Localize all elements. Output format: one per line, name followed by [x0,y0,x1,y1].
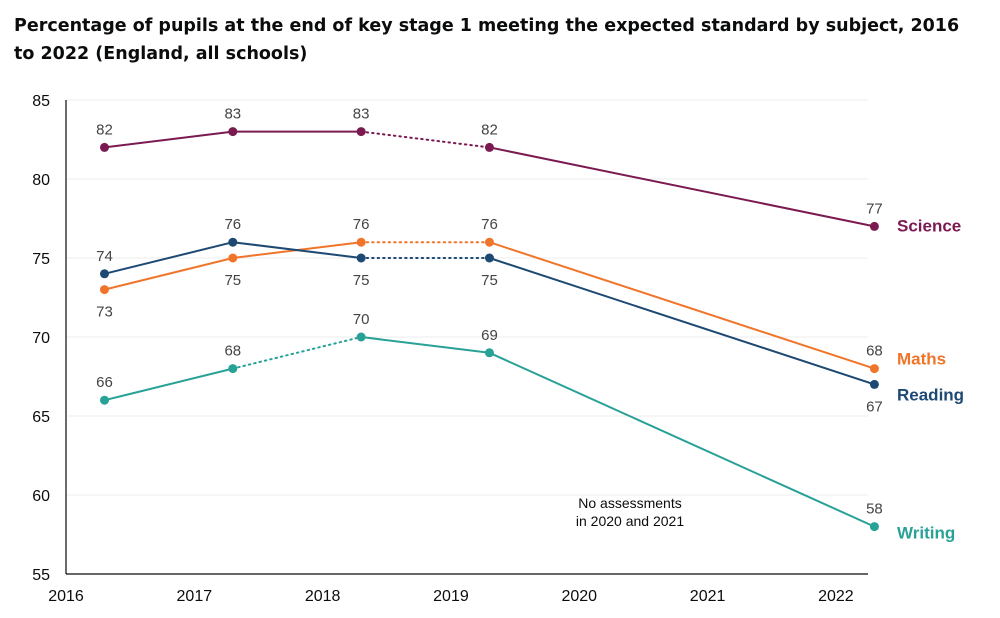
data-point-science [869,221,879,231]
annotation: No assessments in 2020 and 2021 [576,495,684,529]
gridlines [66,99,868,496]
line-segment-maths [488,241,876,370]
data-label-science: 83 [353,106,370,123]
data-label-science: 83 [224,106,241,123]
series-lines [103,130,876,528]
data-label-writing: 70 [353,311,370,328]
line-segment-maths [103,257,234,291]
line-segment-reading [231,241,363,259]
x-tick-label-2017: 2017 [177,588,213,605]
data-point-science [99,142,109,152]
data-label-maths: 75 [224,272,241,289]
data-point-maths [869,364,879,374]
line-segment-science-dotted [360,130,491,149]
legend: Science Maths Reading Writing [897,216,964,542]
x-axis-ticks: 2016 2017 2018 2019 2020 2021 2022 [48,588,854,605]
data-label-maths: 76 [481,216,498,233]
data-label-maths: 76 [353,216,370,233]
data-points [99,127,879,532]
data-point-writing [228,364,238,374]
data-point-reading [869,379,879,389]
chart-title: Percentage of pupils at the end of key s… [14,16,960,64]
y-tick-label-55: 55 [32,567,50,584]
y-tick-label-85: 85 [32,93,50,110]
data-point-maths [228,253,238,263]
data-label-maths: 73 [96,304,113,321]
data-label-maths: 68 [866,343,883,360]
line-segment-writing [488,351,876,528]
y-tick-label-70: 70 [32,330,50,347]
data-label-science: 77 [866,200,883,217]
line-segment-reading [103,241,234,275]
data-point-reading [99,269,109,279]
data-point-maths [356,237,366,247]
data-point-science [228,127,238,137]
data-label-reading: 76 [224,216,241,233]
axes [65,100,868,575]
line-segment-science [103,130,234,149]
legend-label-science: Science [897,216,961,235]
data-point-science [356,127,366,137]
line-segment-reading [488,257,876,386]
line-segment-writing-dotted [231,336,363,370]
annotation-line: No assessments [578,495,681,511]
data-label-reading: 75 [353,272,370,289]
data-label-writing: 68 [224,343,241,360]
y-tick-label-65: 65 [32,409,50,426]
data-label-science: 82 [96,121,113,138]
data-point-writing [869,522,879,532]
data-point-science [484,142,494,152]
data-label-writing: 69 [481,327,498,344]
y-tick-label-75: 75 [32,251,50,268]
x-tick-label-2016: 2016 [48,588,84,605]
x-tick-label-2019: 2019 [433,588,469,605]
legend-label-writing: Writing [897,524,955,543]
y-tick-label-80: 80 [32,172,50,189]
data-point-reading [356,253,366,263]
data-label-writing: 58 [866,501,883,518]
data-point-writing [99,395,109,405]
y-axis-ticks: 55 60 65 70 75 80 85 [32,93,50,584]
data-label-reading: 74 [96,248,113,265]
data-label-science: 82 [481,121,498,138]
line-segment-science [488,146,876,228]
data-point-maths [99,285,109,295]
legend-label-maths: Maths [897,350,946,369]
data-point-writing [484,348,494,358]
legend-label-reading: Reading [897,385,964,404]
y-tick-label-60: 60 [32,488,50,505]
data-labels: 82 83 83 82 77 73 75 76 76 68 74 76 75 75 67 66 68 70 69 58 [96,106,883,518]
data-label-reading: 67 [866,398,883,415]
x-tick-label-2018: 2018 [305,588,341,605]
line-segment-writing [103,367,234,402]
line-segment-writing [360,336,491,354]
data-point-maths [484,237,494,247]
x-tick-label-2020: 2020 [561,588,597,605]
data-label-reading: 75 [481,272,498,289]
data-point-reading [228,237,238,247]
annotation-line: in 2020 and 2021 [576,513,684,529]
x-tick-label-2022: 2022 [818,588,854,605]
data-point-writing [356,332,366,342]
data-point-reading [484,253,494,263]
x-tick-label-2021: 2021 [690,588,726,605]
data-label-writing: 66 [96,374,113,391]
